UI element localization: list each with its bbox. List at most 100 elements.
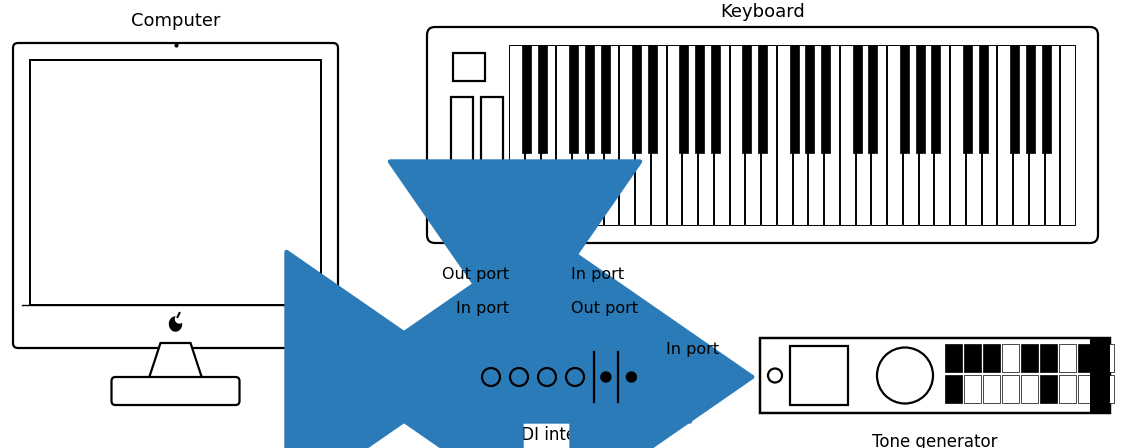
Bar (1002, 375, 1019, 403)
Bar (934, 45, 949, 225)
Bar (679, 45, 688, 153)
Polygon shape (148, 343, 203, 381)
FancyBboxPatch shape (111, 377, 240, 405)
Bar (1060, 375, 1077, 403)
Text: MIDI interface: MIDI interface (501, 426, 618, 444)
Bar (31, 60, 321, 305)
Text: In port: In port (666, 342, 719, 357)
Bar (451, 97, 473, 187)
Bar (509, 45, 524, 225)
Bar (805, 45, 814, 153)
Bar (902, 45, 918, 225)
Bar (760, 338, 1110, 413)
Text: In port: In port (571, 267, 624, 282)
Bar (978, 45, 987, 153)
Bar (887, 45, 902, 225)
Bar (758, 45, 767, 153)
Bar (824, 45, 839, 225)
Bar (711, 45, 720, 153)
Polygon shape (170, 317, 181, 331)
Bar (950, 45, 964, 225)
FancyBboxPatch shape (12, 43, 338, 348)
Bar (966, 45, 980, 225)
Bar (856, 45, 871, 225)
Bar (840, 45, 855, 225)
Circle shape (175, 315, 183, 323)
Text: Keyboard: Keyboard (720, 3, 805, 21)
Bar (1021, 375, 1038, 403)
Bar (525, 45, 540, 225)
Bar (683, 45, 697, 225)
Bar (789, 45, 799, 153)
Circle shape (626, 372, 636, 382)
Text: Computer: Computer (131, 12, 221, 30)
Bar (964, 375, 981, 403)
Bar (932, 45, 941, 153)
Bar (619, 45, 634, 225)
Bar (600, 45, 610, 153)
Bar (1040, 344, 1057, 372)
Bar (1041, 45, 1050, 153)
Text: Out port: Out port (441, 267, 509, 282)
Bar (481, 97, 503, 187)
Bar (808, 45, 823, 225)
Bar (777, 45, 791, 225)
Bar (1013, 45, 1028, 225)
Bar (1026, 45, 1035, 153)
Bar (1029, 45, 1044, 225)
Bar (1090, 338, 1110, 413)
Bar (1078, 375, 1095, 403)
Bar (821, 45, 830, 153)
Bar (918, 45, 933, 225)
Circle shape (601, 372, 611, 382)
Text: In port: In port (456, 301, 509, 316)
Bar (522, 45, 531, 153)
Bar (538, 45, 547, 153)
Bar (962, 45, 972, 153)
Bar (983, 344, 1000, 372)
Bar (792, 45, 807, 225)
Bar (945, 344, 962, 372)
Bar (790, 346, 848, 405)
Bar (1010, 45, 1019, 153)
Bar (1097, 344, 1114, 372)
FancyBboxPatch shape (427, 27, 1098, 243)
Bar (714, 45, 729, 225)
Bar (540, 45, 556, 225)
Bar (1078, 344, 1095, 372)
Bar (852, 45, 861, 153)
Bar (632, 45, 641, 153)
Bar (1021, 344, 1038, 372)
Bar (872, 45, 886, 225)
Bar (667, 45, 681, 225)
Bar (900, 45, 909, 153)
Bar (453, 53, 484, 81)
Bar (981, 45, 996, 225)
Bar (1097, 375, 1114, 403)
Bar (1061, 45, 1075, 225)
Bar (1045, 45, 1060, 225)
Bar (648, 45, 657, 153)
Bar (743, 45, 752, 153)
Bar (603, 45, 618, 225)
Bar (695, 45, 704, 153)
Bar (868, 45, 877, 153)
Bar (745, 45, 760, 225)
Bar (569, 45, 578, 153)
FancyBboxPatch shape (472, 345, 648, 409)
Bar (585, 45, 594, 153)
Bar (964, 344, 981, 372)
Bar (572, 45, 586, 225)
Text: Out port: Out port (571, 301, 638, 316)
Text: Tone generator: Tone generator (873, 433, 997, 448)
Bar (729, 45, 744, 225)
Bar (1002, 344, 1019, 372)
Bar (1060, 344, 1077, 372)
Bar (945, 375, 962, 403)
Bar (635, 45, 650, 225)
Bar (916, 45, 925, 153)
Bar (556, 45, 571, 225)
Bar (983, 375, 1000, 403)
Bar (997, 45, 1012, 225)
Bar (651, 45, 666, 225)
